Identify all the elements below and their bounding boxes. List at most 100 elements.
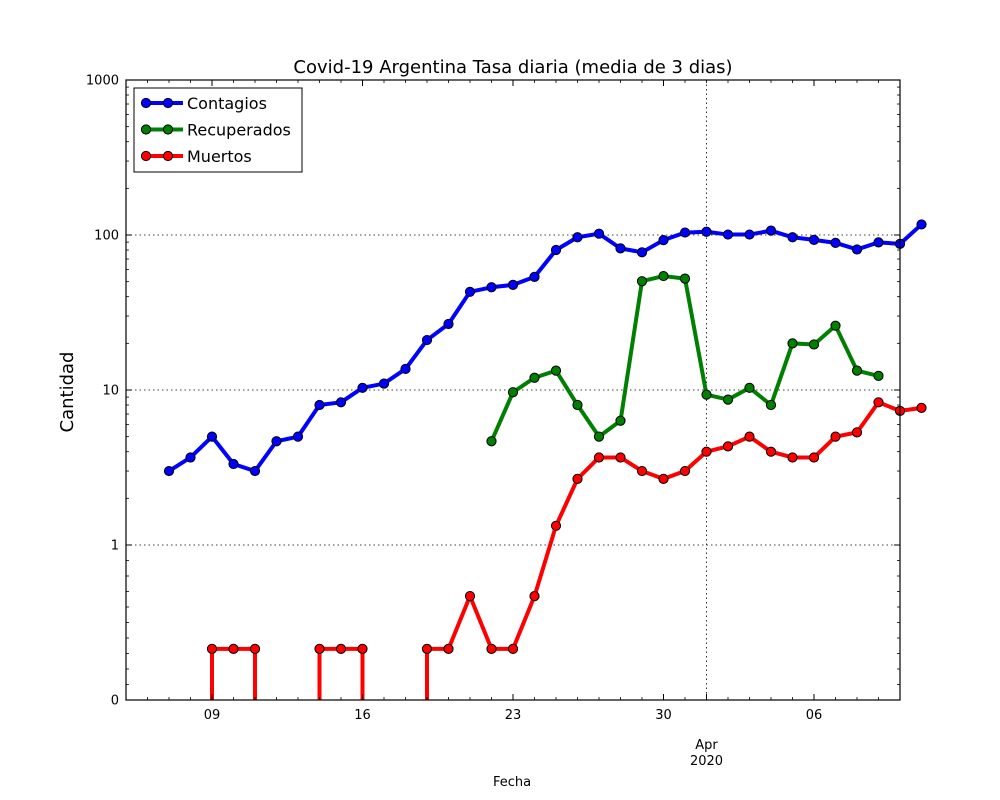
data-point-muertos — [593, 452, 605, 463]
data-point-recuperados — [486, 436, 497, 447]
data-point-muertos — [808, 452, 820, 463]
legend-label-recuperados: Recuperados — [187, 121, 291, 140]
legend-label-muertos: Muertos — [187, 147, 252, 166]
data-point-contagios — [873, 237, 884, 248]
data-point-muertos — [507, 643, 519, 654]
data-point-muertos — [228, 643, 239, 654]
data-point-contagios — [572, 232, 583, 243]
data-point-muertos — [464, 591, 476, 602]
data-point-muertos — [636, 465, 648, 477]
data-point-contagios — [593, 228, 605, 239]
data-point-muertos — [529, 591, 540, 602]
y-tick-label: 0 — [111, 694, 119, 709]
legend-label-contagios: Contagios — [187, 94, 267, 113]
data-point-muertos — [765, 446, 777, 457]
legend-marker-muertos — [162, 150, 174, 162]
legend-marker-contagios — [140, 97, 152, 109]
data-point-contagios — [443, 318, 454, 330]
x-tick-label: 23 — [505, 708, 522, 723]
series-line-contagios — [167, 222, 923, 474]
data-point-muertos — [830, 431, 841, 442]
data-point-recuperados — [550, 365, 562, 376]
data-point-contagios — [335, 397, 347, 408]
data-point-contagios — [314, 399, 325, 411]
data-point-contagios — [421, 334, 433, 346]
data-point-muertos — [357, 643, 368, 654]
data-point-contagios — [249, 465, 261, 477]
data-point-contagios — [916, 219, 927, 230]
data-point-muertos — [615, 452, 626, 463]
data-point-recuperados — [572, 399, 583, 411]
data-point-muertos — [572, 473, 583, 484]
data-point-recuperados — [636, 276, 648, 287]
data-point-muertos — [443, 643, 454, 654]
data-point-contagios — [507, 279, 519, 290]
series-layer — [163, 219, 927, 700]
data-point-contagios — [529, 271, 540, 282]
series-line-muertos — [210, 400, 922, 700]
data-point-recuperados — [808, 339, 820, 350]
data-point-muertos — [787, 452, 798, 463]
data-point-contagios — [163, 465, 175, 477]
legend-marker-contagios — [162, 97, 174, 109]
data-point-contagios — [787, 232, 798, 243]
data-point-muertos — [916, 402, 927, 413]
x-tick-label: 30 — [655, 708, 672, 723]
y-tick-label: 1 — [111, 539, 119, 554]
data-point-recuperados — [658, 270, 669, 282]
data-point-contagios — [851, 244, 863, 255]
data-point-muertos — [249, 643, 261, 654]
data-point-muertos — [658, 473, 669, 484]
data-point-contagios — [206, 431, 218, 442]
data-point-recuperados — [593, 431, 605, 442]
data-point-recuperados — [679, 273, 691, 284]
legend-marker-recuperados — [140, 124, 152, 135]
data-point-contagios — [701, 226, 712, 237]
x-tick-label: 16 — [354, 708, 371, 723]
legend-marker-muertos — [140, 150, 152, 162]
data-point-contagios — [808, 234, 820, 245]
y-tick-label: 10 — [102, 384, 119, 399]
data-point-recuperados — [765, 399, 777, 411]
data-point-contagios — [464, 286, 476, 297]
data-point-contagios — [830, 237, 841, 248]
data-point-muertos — [314, 643, 325, 654]
data-point-muertos — [421, 643, 433, 654]
data-point-recuperados — [529, 372, 540, 383]
data-point-contagios — [658, 235, 669, 246]
data-point-contagios — [228, 458, 239, 470]
data-point-contagios — [636, 247, 648, 258]
data-point-contagios — [615, 243, 626, 254]
year-label: 2020 — [690, 754, 723, 769]
y-tick-label: 1000 — [86, 74, 119, 89]
data-point-recuperados — [744, 382, 755, 393]
data-point-recuperados — [830, 320, 841, 331]
data-point-muertos — [722, 441, 734, 452]
chart-title: Covid-19 Argentina Tasa diaria (media de… — [293, 57, 732, 78]
data-point-contagios — [292, 431, 304, 442]
data-point-contagios — [679, 227, 691, 238]
series-line-recuperados — [489, 274, 879, 443]
data-point-contagios — [550, 244, 562, 256]
month-label: Apr — [695, 738, 718, 753]
data-point-contagios — [378, 378, 390, 389]
data-point-recuperados — [873, 370, 884, 382]
legend-marker-recuperados — [162, 124, 174, 135]
x-tick-label: 09 — [204, 708, 221, 723]
data-point-muertos — [851, 427, 863, 438]
data-point-contagios — [185, 452, 196, 463]
data-point-contagios — [357, 382, 368, 393]
data-point-recuperados — [722, 394, 734, 405]
x-tick-label: 06 — [806, 708, 823, 723]
data-point-muertos — [873, 397, 884, 408]
legend-items: Contagios Recuperados Muertos — [140, 94, 291, 166]
data-point-muertos — [335, 643, 347, 654]
data-point-muertos — [550, 520, 562, 531]
data-point-contagios — [744, 229, 755, 240]
legend: Contagios Recuperados Muertos — [133, 87, 303, 173]
data-point-muertos — [744, 431, 755, 442]
y-tick-label: 100 — [94, 229, 119, 244]
